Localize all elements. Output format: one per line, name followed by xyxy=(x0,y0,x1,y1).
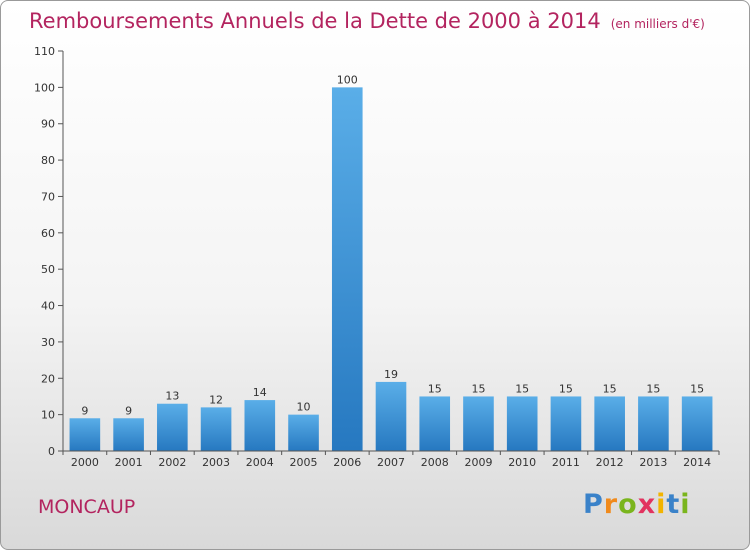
bar-value-label: 19 xyxy=(384,368,398,381)
x-tick-label: 2011 xyxy=(552,456,580,469)
y-axis: 0 10 20 30 40 50 60 70 80 90 100 110 xyxy=(34,45,64,458)
y-tick: 20 xyxy=(41,372,63,385)
y-tick: 0 xyxy=(48,445,63,458)
bar xyxy=(638,396,669,451)
bar-value-label: 15 xyxy=(690,382,704,395)
x-tick-label: 2005 xyxy=(290,456,318,469)
bar-value-label: 15 xyxy=(428,382,442,395)
bar xyxy=(113,418,144,451)
x-tick-label: 2007 xyxy=(377,456,405,469)
y-tick: 90 xyxy=(41,118,63,131)
x-tick-label: 2001 xyxy=(115,456,143,469)
y-tick-label: 70 xyxy=(41,190,55,203)
logo-letter: P xyxy=(583,489,604,520)
y-tick-label: 110 xyxy=(34,45,55,58)
logo-letter: x xyxy=(637,489,657,520)
bar xyxy=(419,396,451,451)
bar xyxy=(375,381,407,451)
location-name: MONCAUP xyxy=(38,496,136,518)
x-tick-label: 2014 xyxy=(683,456,711,469)
x-tick-label: 2002 xyxy=(158,456,186,469)
bar xyxy=(506,396,538,451)
bar-value-label: 14 xyxy=(253,386,267,399)
proxiti-logo: Proxiti xyxy=(583,489,691,520)
y-tick-label: 20 xyxy=(41,372,55,385)
chart-subtitle: (en milliers d'€) xyxy=(610,17,705,31)
bar xyxy=(200,407,232,451)
bar xyxy=(331,87,363,451)
y-tick: 70 xyxy=(41,190,63,203)
bar-value-label: 15 xyxy=(603,382,617,395)
x-tick-label: 2004 xyxy=(246,456,274,469)
y-tick-label: 100 xyxy=(34,81,55,94)
bar xyxy=(157,403,188,451)
x-tick-label: 2006 xyxy=(333,456,361,469)
bar-value-label: 13 xyxy=(165,390,179,403)
bar xyxy=(550,396,582,451)
x-tick-label: 2012 xyxy=(596,456,624,469)
y-tick: 110 xyxy=(34,45,63,58)
bar xyxy=(244,400,276,451)
bar xyxy=(69,418,101,451)
bar xyxy=(681,396,713,451)
x-tick-label: 2000 xyxy=(71,456,99,469)
y-tick: 40 xyxy=(41,300,63,313)
bars-group: 9 9 13 12 14 10 100 19 15 15 15 15 15 15 15 xyxy=(69,73,713,451)
logo-letter: i xyxy=(656,489,667,520)
x-axis: 2000 2001 2002 2003 2004 2005 2006 2007 2008 2009… xyxy=(62,450,720,469)
y-tick: 60 xyxy=(41,227,63,240)
bar xyxy=(463,396,494,451)
logo-letter: r xyxy=(603,489,619,520)
y-tick-label: 40 xyxy=(41,300,55,313)
x-tick-label: 2010 xyxy=(508,456,536,469)
bar-value-label: 15 xyxy=(559,382,573,395)
bar-value-label: 9 xyxy=(125,404,132,417)
logo-letter: o xyxy=(618,489,638,520)
y-tick-label: 30 xyxy=(41,336,55,349)
y-tick: 10 xyxy=(41,409,63,422)
y-tick-label: 0 xyxy=(48,445,55,458)
x-tick-label: 2003 xyxy=(202,456,230,469)
chart-title: Remboursements Annuels de la Dette de 20… xyxy=(29,9,705,33)
bar-value-label: 15 xyxy=(515,382,529,395)
bar xyxy=(594,396,625,451)
bar-value-label: 15 xyxy=(471,382,485,395)
y-tick-label: 50 xyxy=(41,263,55,276)
x-tick-label: 2013 xyxy=(639,456,667,469)
bar xyxy=(288,414,319,451)
bar-value-label: 15 xyxy=(646,382,660,395)
bar-value-label: 12 xyxy=(209,393,223,406)
y-tick: 80 xyxy=(41,154,63,167)
y-tick-label: 10 xyxy=(41,409,55,422)
logo-letter: i xyxy=(680,489,691,520)
y-tick-label: 90 xyxy=(41,118,55,131)
x-tick-label: 2008 xyxy=(421,456,449,469)
y-tick-label: 60 xyxy=(41,227,55,240)
bar-value-label: 10 xyxy=(297,401,311,414)
y-tick: 50 xyxy=(41,263,63,276)
y-tick-label: 80 xyxy=(41,154,55,167)
y-tick: 100 xyxy=(34,81,63,94)
chart-title-text: Remboursements Annuels de la Dette de 20… xyxy=(29,9,601,33)
x-tick-label: 2009 xyxy=(464,456,492,469)
logo-letter: t xyxy=(666,489,681,520)
y-tick: 30 xyxy=(41,336,63,349)
bar-value-label: 100 xyxy=(337,73,358,86)
bar-value-label: 9 xyxy=(81,404,88,417)
